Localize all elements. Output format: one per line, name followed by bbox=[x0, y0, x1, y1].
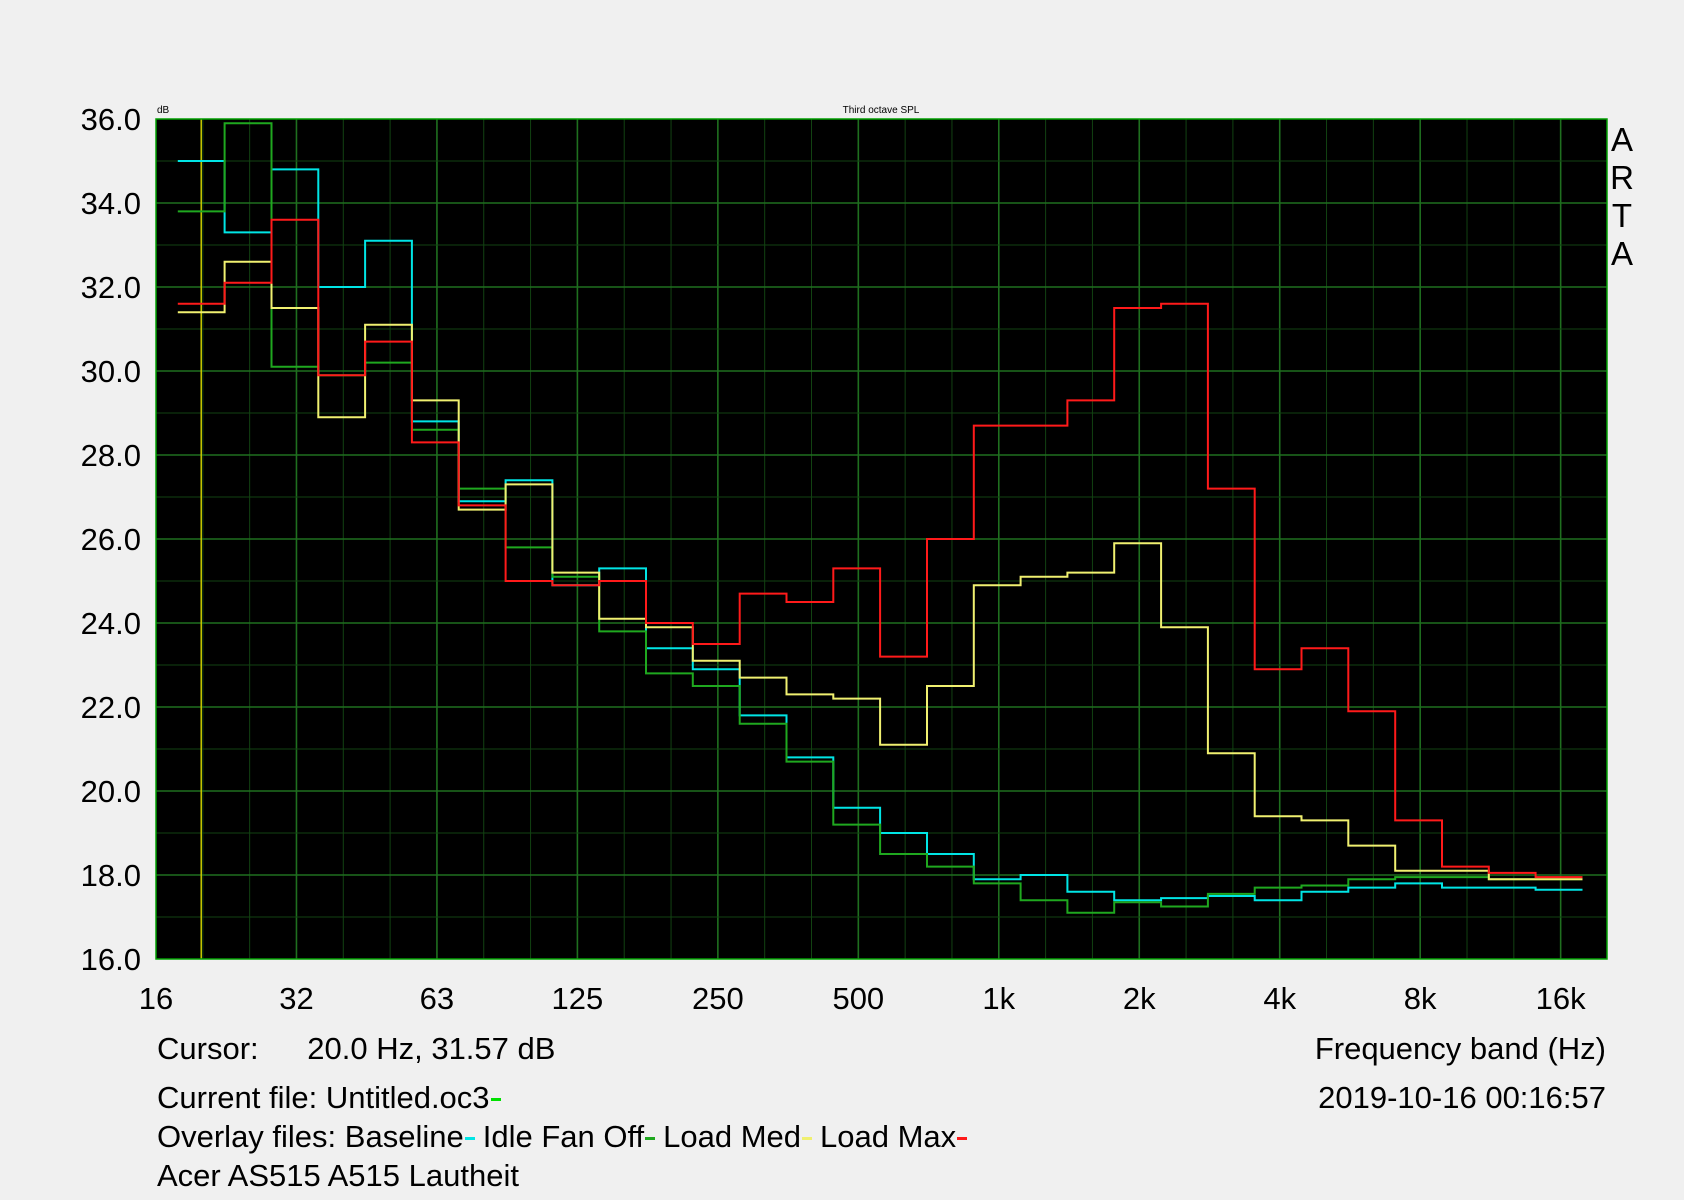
timestamp: 2019-10-16 00:16:57 bbox=[1318, 1080, 1606, 1115]
overlay-file-dash bbox=[645, 1137, 656, 1141]
brand-letter: A bbox=[1611, 121, 1633, 158]
current-file-dash bbox=[490, 1098, 501, 1102]
current-file: Current file: Untitled.oc3 bbox=[157, 1082, 501, 1113]
x-tick-label: 1k bbox=[982, 981, 1015, 1016]
brand-letter: A bbox=[1611, 235, 1633, 272]
y-tick-label: 34.0 bbox=[81, 186, 141, 221]
y-tick-label: 36.0 bbox=[81, 102, 141, 137]
overlay-file-baseline: Baseline bbox=[344, 1119, 464, 1154]
x-tick-label: 4k bbox=[1263, 981, 1296, 1016]
chart-title: Third octave SPL bbox=[843, 105, 920, 116]
x-tick-label: 500 bbox=[832, 981, 884, 1016]
y-tick-label: 18.0 bbox=[81, 858, 141, 893]
grid bbox=[156, 119, 1607, 959]
y-tick-label: 22.0 bbox=[81, 690, 141, 725]
overlay-file-load-max: Load Max bbox=[820, 1119, 957, 1154]
cursor-readout: Cursor: 20.0 Hz, 31.57 dB bbox=[157, 1033, 555, 1064]
x-axis-ticks: 16 32 63 125 250 500 1k 2k 4k 8k 16k bbox=[139, 981, 1586, 1016]
series-load-max bbox=[177, 218, 1583, 879]
overlay-file-dash bbox=[464, 1137, 475, 1141]
overlay-file-dash bbox=[802, 1137, 813, 1141]
x-tick-label: 63 bbox=[420, 981, 454, 1016]
x-tick-label: 16k bbox=[1536, 981, 1586, 1016]
brand-letter: R bbox=[1610, 159, 1634, 196]
y-tick-label: 20.0 bbox=[81, 774, 141, 809]
y-unit-label: dB bbox=[157, 105, 170, 116]
y-tick-label: 24.0 bbox=[81, 606, 141, 641]
y-tick-label: 28.0 bbox=[81, 438, 141, 473]
x-axis-label: Frequency band (Hz) bbox=[1314, 1031, 1606, 1066]
overlay-file-idle-fan-off: Idle Fan Off bbox=[482, 1119, 645, 1154]
current-file-label: Current file: Untitled.oc3 bbox=[157, 1080, 490, 1115]
x-tick-label: 250 bbox=[692, 981, 744, 1016]
y-axis-ticks: 36.0 34.0 32.0 30.0 28.0 26.0 24.0 22.0 20.0 18.0… bbox=[81, 102, 141, 977]
overlay-file-load-med: Load Med bbox=[663, 1119, 802, 1154]
overlay-label: Overlay files: bbox=[157, 1119, 337, 1154]
x-tick-label: 8k bbox=[1404, 981, 1437, 1016]
y-tick-label: 32.0 bbox=[81, 270, 141, 305]
x-tick-label: 2k bbox=[1123, 981, 1156, 1016]
y-tick-label: 26.0 bbox=[81, 522, 141, 557]
y-tick-label: 16.0 bbox=[81, 942, 141, 977]
cursor-value: 20.0 Hz, 31.57 dB bbox=[307, 1031, 556, 1066]
description: Acer AS515 A515 Lautheit bbox=[157, 1158, 519, 1193]
x-tick-label: 16 bbox=[139, 981, 173, 1016]
series-layer bbox=[177, 122, 1583, 914]
x-tick-label: 125 bbox=[552, 981, 604, 1016]
plot-frame bbox=[155, 118, 1608, 960]
brand-letter: T bbox=[1612, 197, 1632, 234]
x-tick-label: 32 bbox=[279, 981, 313, 1016]
cursor-label: Cursor: bbox=[157, 1031, 259, 1066]
overlay-files: Overlay files: Baseline Idle Fan Off Load … bbox=[157, 1121, 975, 1152]
overlay-file-dash bbox=[957, 1137, 968, 1141]
y-tick-label: 30.0 bbox=[81, 354, 141, 389]
